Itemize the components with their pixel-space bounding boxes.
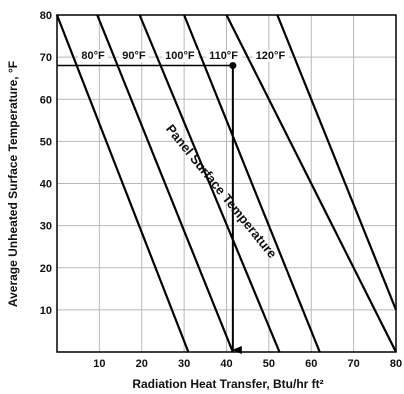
example-path	[57, 62, 242, 354]
y-axis-label: Average Unheated Surface Temperature, °F	[6, 61, 20, 307]
y-tick-label: 80	[40, 10, 52, 22]
series-label-backing	[206, 50, 243, 63]
series-label: 100°F	[165, 50, 195, 62]
series-line	[96, 14, 234, 353]
series-label-backing	[78, 50, 108, 63]
series-label: 90°F	[122, 50, 146, 62]
series-line	[183, 14, 321, 353]
y-tick-label: 40	[40, 179, 52, 191]
y-tick-label: 30	[40, 221, 52, 233]
series-label-backing	[162, 50, 199, 63]
series-line	[55, 14, 190, 353]
family-label: Panel Surface Temperature	[163, 121, 280, 261]
series-labels: 80°F 90°F 100°F 110°F 120°F	[78, 50, 289, 63]
series-label-backing	[119, 50, 149, 63]
series-label: 120°F	[256, 50, 286, 62]
series-line	[138, 14, 281, 353]
series-lines	[55, 14, 398, 353]
y-tick-label: 50	[40, 136, 52, 148]
series-line	[225, 14, 397, 353]
plot-frame	[56, 14, 397, 353]
x-axis-label: Radiation Heat Transfer, Btu/hr ft²	[132, 377, 323, 391]
x-tick-label: 70	[348, 358, 360, 370]
y-tick-label: 70	[40, 52, 52, 64]
x-tick-label: 30	[178, 358, 190, 370]
series-label-backing	[252, 50, 289, 63]
example-path-point	[229, 62, 237, 70]
plot-border	[56, 14, 397, 353]
y-tick-label: 20	[40, 263, 52, 275]
x-tick-label: 80	[390, 358, 402, 370]
series-label: 80°F	[81, 50, 105, 62]
y-tick-label: 10	[40, 305, 52, 317]
x-tick-label: 40	[220, 358, 232, 370]
series-line	[276, 14, 398, 311]
x-tick-label: 10	[93, 358, 105, 370]
x-tick-label: 20	[136, 358, 148, 370]
series-label: 110°F	[209, 50, 238, 62]
tick-labels: 10 20 30 40 50 60 70 80 10 20 30 40 50 60 70 80	[40, 10, 402, 370]
y-tick-label: 60	[40, 94, 52, 106]
x-tick-label: 60	[305, 358, 317, 370]
x-tick-label: 50	[263, 358, 275, 370]
